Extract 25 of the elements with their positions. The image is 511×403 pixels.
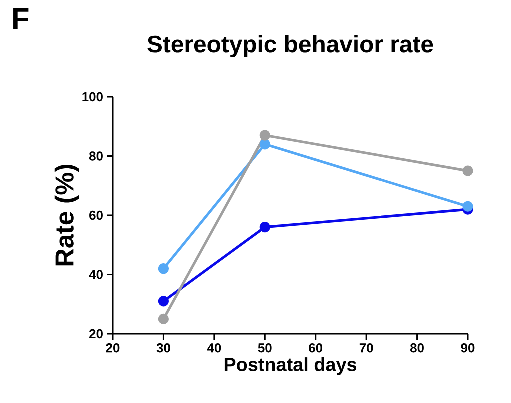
point — [158, 264, 170, 274]
x-tick-label: 60 — [309, 344, 323, 353]
point — [158, 296, 170, 307]
x-tick-label: 30 — [156, 344, 170, 353]
point — [260, 222, 270, 233]
y-tick-label: 60 — [90, 210, 103, 220]
y-tick-label: 80 — [89, 152, 103, 161]
x-tick-label: 50 — [258, 344, 272, 353]
point — [260, 139, 270, 150]
y-tick-label: 100 — [82, 92, 103, 102]
text: F — [14, 8, 29, 30]
point — [158, 314, 170, 324]
y-axis-title: Rate (%) — [54, 165, 80, 266]
y-tick-label: 40 — [89, 270, 103, 280]
x-tick-label: 70 — [360, 344, 374, 353]
point — [462, 166, 474, 176]
x-tick-label: 40 — [207, 344, 222, 353]
chart-title: Stereotypic behavior rate — [148, 35, 434, 58]
x-axis-title: Postnatal days — [224, 358, 357, 376]
x-tick-label: 90 — [461, 344, 475, 353]
point — [462, 201, 474, 212]
point — [260, 130, 270, 141]
x-tick-label: 20 — [106, 344, 120, 353]
x-tick-label: 80 — [410, 344, 424, 353]
y-tick-label: 20 — [90, 329, 103, 339]
